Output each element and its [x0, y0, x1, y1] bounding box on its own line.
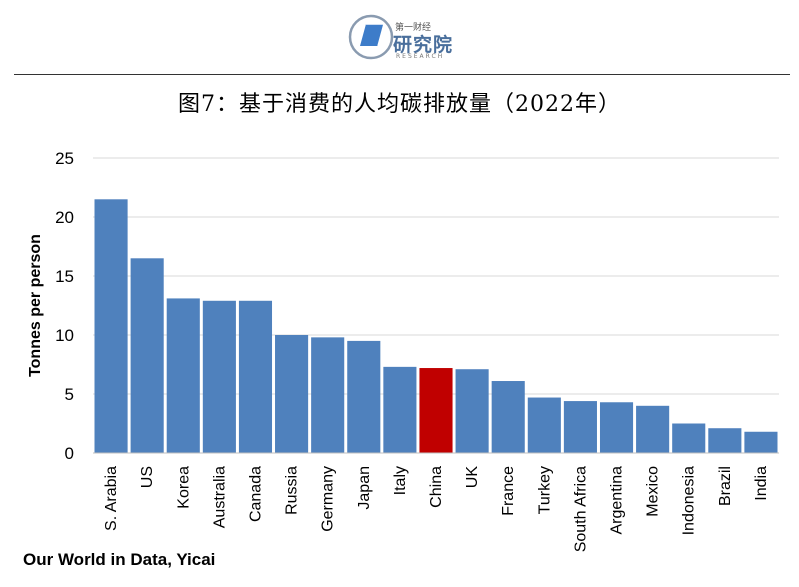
- logo-top-text: 第一财经: [395, 23, 432, 33]
- bar-china: [419, 368, 453, 453]
- x-tick-label: Korea: [175, 466, 192, 509]
- bar-uk: [455, 369, 489, 453]
- bar-italy: [383, 366, 417, 453]
- bar-france: [491, 381, 525, 453]
- x-tick-label: Indonesia: [681, 466, 698, 535]
- x-tick-label: Brazil: [717, 466, 734, 506]
- logo-main-text: 研究院: [393, 34, 454, 56]
- x-tick-label: UK: [464, 466, 481, 489]
- bar-us: [130, 258, 164, 453]
- bar-south-africa: [563, 401, 597, 453]
- bar-korea: [166, 298, 200, 453]
- x-tick-label: Italy: [392, 466, 409, 495]
- logo-sub-text: RESEARCH: [396, 53, 445, 60]
- x-tick-label: Turkey: [536, 466, 553, 514]
- bar-argentina: [599, 402, 634, 453]
- bar-mexico: [636, 405, 670, 453]
- bar-brazil: [708, 428, 742, 453]
- bar-india: [744, 431, 778, 453]
- y-axis-label: Tonnes per person: [27, 234, 44, 377]
- x-tick-label: S. Arabia: [103, 466, 120, 531]
- bar-turkey: [527, 397, 561, 453]
- x-tick-label: Canada: [247, 466, 264, 522]
- x-tick-label: China: [428, 466, 445, 508]
- bar-germany: [311, 337, 345, 453]
- x-tick-label: South Africa: [572, 466, 589, 552]
- bar-indonesia: [672, 423, 706, 453]
- y-tick-label: 10: [55, 326, 74, 345]
- bar-australia: [202, 300, 236, 453]
- x-tick-label: US: [139, 466, 156, 488]
- x-tick-label: Australia: [211, 466, 228, 528]
- logo-emblem-icon: [348, 14, 394, 60]
- y-tick-label: 0: [65, 444, 74, 463]
- x-tick-label: India: [753, 466, 770, 501]
- source-note: Our World in Data, Yicai: [23, 550, 216, 569]
- y-tick-label: 20: [55, 208, 74, 227]
- x-tick-label: France: [500, 466, 517, 516]
- y-tick-label: 25: [55, 149, 74, 168]
- bar-canada: [238, 300, 273, 453]
- x-tick-label: Japan: [356, 466, 373, 510]
- bar-s-arabia: [94, 199, 128, 453]
- x-tick-label: Russia: [284, 466, 301, 515]
- bar-russia: [275, 335, 309, 453]
- x-tick-label: Argentina: [609, 466, 626, 535]
- bar-japan: [347, 340, 381, 453]
- chart-title: 图7：基于消费的人均碳排放量（2022年）: [178, 92, 621, 117]
- x-tick-label: Germany: [320, 466, 337, 532]
- yicai-research-logo: 第一财经 研究院 RESEARCH: [348, 12, 458, 62]
- y-tick-label: 5: [65, 385, 74, 404]
- header-divider: [14, 74, 790, 75]
- y-tick-label: 15: [55, 267, 74, 286]
- x-tick-label: Mexico: [645, 466, 662, 517]
